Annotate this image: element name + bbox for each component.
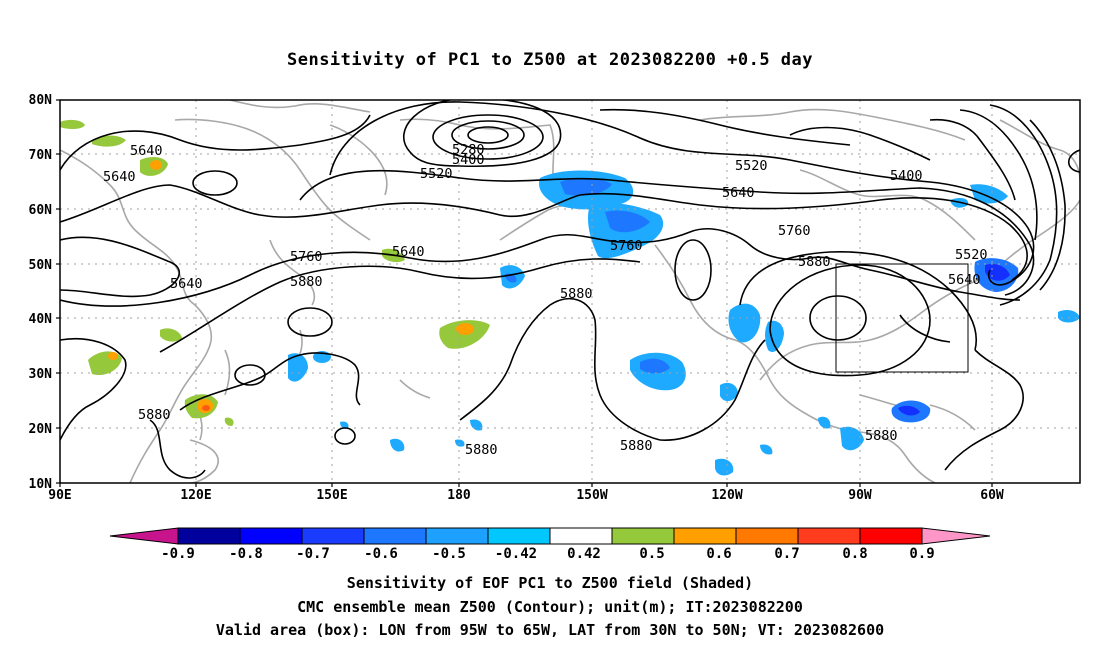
contour-label: 5880 bbox=[465, 442, 498, 458]
colorbar-cell bbox=[797, 527, 861, 545]
lon-tick-label: 90W bbox=[848, 488, 872, 503]
lat-tick-label: 30N bbox=[29, 367, 53, 382]
colorbar-label: -0.9 bbox=[161, 546, 195, 562]
colorbar-cell bbox=[487, 527, 551, 545]
contour-label: 5640 bbox=[130, 143, 163, 159]
contour-label: 5880 bbox=[560, 286, 593, 302]
lon-tick-label: 150E bbox=[316, 488, 347, 503]
contour-label: 5520 bbox=[955, 247, 988, 263]
map-title: Sensitivity of PC1 to Z500 at 2023082200… bbox=[286, 50, 813, 70]
colorbar-label: 0.6 bbox=[706, 546, 731, 562]
colorbar-label: -0.7 bbox=[296, 546, 330, 562]
lon-tick-label: 180 bbox=[447, 488, 471, 503]
contour-label: 5400 bbox=[452, 152, 485, 168]
caption-line-3: Valid area (box): LON from 95W to 65W, L… bbox=[215, 621, 885, 639]
lat-tick-label: 50N bbox=[29, 258, 53, 273]
colorbar-cell bbox=[425, 527, 489, 545]
lon-tick-label: 90E bbox=[48, 488, 71, 503]
colorbar-label: 0.9 bbox=[909, 546, 934, 562]
colorbar: -0.9 -0.8 -0.7 -0.6 -0.5 -0.42 0.42 0.5 … bbox=[109, 527, 991, 562]
map-frame bbox=[59, 99, 1081, 484]
contour-label: 5520 bbox=[735, 158, 768, 174]
colorbar-label: 0.42 bbox=[567, 546, 601, 562]
contour-label: 5880 bbox=[138, 407, 171, 423]
contour-label: 5880 bbox=[620, 438, 653, 454]
contour-label: 5880 bbox=[290, 274, 323, 290]
contour-label: 5640 bbox=[948, 272, 981, 288]
caption-line-2: CMC ensemble mean Z500 (Contour); unit(m… bbox=[297, 598, 803, 616]
contour-label: 5640 bbox=[170, 276, 203, 292]
lat-tick-label: 20N bbox=[29, 422, 53, 437]
colorbar-labels: -0.9 -0.8 -0.7 -0.6 -0.5 -0.42 0.42 0.5 … bbox=[161, 546, 935, 562]
lat-tick-label: 80N bbox=[29, 93, 53, 108]
colorbar-cell bbox=[239, 527, 303, 545]
sensitivity-shading bbox=[60, 119, 1080, 476]
colorbar-cell bbox=[611, 527, 675, 545]
colorbar-high-triangle bbox=[921, 527, 991, 545]
valid-area-box bbox=[835, 263, 969, 373]
lat-tick-label: 10N bbox=[29, 477, 53, 492]
lat-tick-label: 40N bbox=[29, 312, 53, 327]
colorbar-cells bbox=[177, 527, 923, 545]
colorbar-cell bbox=[177, 527, 241, 545]
latitude-labels: 80N 70N 60N 50N 40N 30N 20N 10N bbox=[29, 93, 53, 492]
caption-line-1: Sensitivity of EOF PC1 to Z500 field (Sh… bbox=[346, 574, 754, 592]
lon-tick-label: 150W bbox=[576, 488, 607, 503]
lat-tick-label: 70N bbox=[29, 148, 53, 163]
colorbar-cell bbox=[735, 527, 799, 545]
axis-ticks bbox=[56, 99, 993, 487]
contour-label: 5880 bbox=[798, 254, 831, 270]
colorbar-label: 0.8 bbox=[842, 546, 867, 562]
colorbar-cell bbox=[301, 527, 365, 545]
colorbar-label: -0.6 bbox=[364, 546, 398, 562]
colorbar-cell bbox=[363, 527, 427, 545]
contour-label: 5280 bbox=[452, 142, 485, 158]
colorbar-low-triangle bbox=[109, 527, 179, 545]
lon-tick-label: 60W bbox=[980, 488, 1004, 503]
z500-contours bbox=[60, 100, 1080, 479]
contour-label: 5760 bbox=[290, 249, 323, 265]
contour-label: 5400 bbox=[890, 168, 923, 184]
longitude-labels: 90E 120E 150E 180 150W 120W 90W 60W bbox=[48, 488, 1004, 503]
lon-tick-label: 120W bbox=[711, 488, 742, 503]
colorbar-cell bbox=[673, 527, 737, 545]
contour-label: 5640 bbox=[722, 185, 755, 201]
colorbar-label: 0.7 bbox=[774, 546, 799, 562]
contour-label: 5760 bbox=[610, 238, 643, 254]
colorbar-label: -0.8 bbox=[229, 546, 263, 562]
colorbar-label: -0.5 bbox=[432, 546, 466, 562]
contour-label: 5640 bbox=[103, 169, 136, 185]
lat-tick-label: 60N bbox=[29, 203, 53, 218]
contour-label: 5760 bbox=[778, 223, 811, 239]
colorbar-label: 0.5 bbox=[639, 546, 664, 562]
contour-label: 5880 bbox=[865, 428, 898, 444]
graticule bbox=[60, 100, 1080, 483]
contour-label: 5520 bbox=[420, 166, 453, 182]
contour-labels: 5640 5640 5280 5400 5520 5520 5640 5400 … bbox=[103, 142, 988, 458]
colorbar-label: -0.42 bbox=[495, 546, 537, 562]
contour-label: 5640 bbox=[392, 244, 425, 260]
colorbar-cell bbox=[859, 527, 923, 545]
colorbar-cell bbox=[549, 527, 613, 545]
lon-tick-label: 120E bbox=[180, 488, 211, 503]
